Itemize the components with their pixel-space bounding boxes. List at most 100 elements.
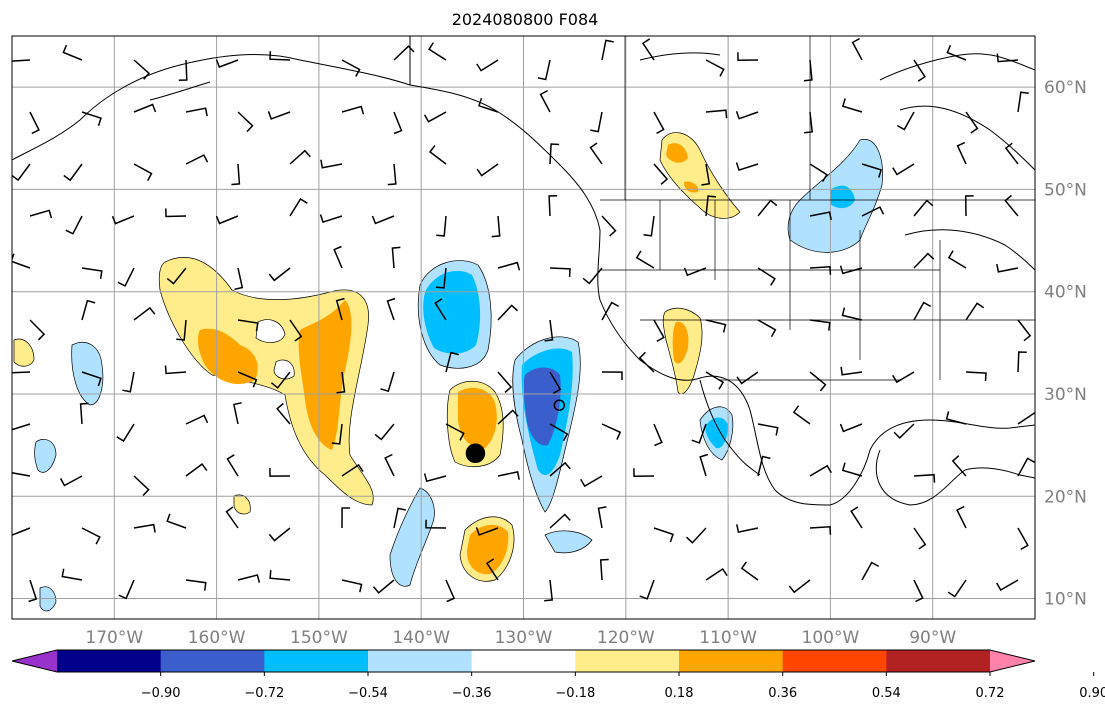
colorbar-label-9: 0.90 (1079, 686, 1105, 701)
map-plot-area (12, 36, 1035, 619)
colorbar-segment-4 (471, 650, 576, 672)
wind-barb-166 (341, 463, 364, 477)
lat-label-1: 20°N (1044, 487, 1087, 507)
negative-anomaly-fill (34, 138, 883, 612)
wind-barb-42 (133, 163, 153, 181)
wind-barb-23 (185, 107, 208, 117)
wind-barb-112 (653, 319, 665, 343)
wind-barb-28 (423, 111, 447, 123)
wind-barb-177 (913, 473, 936, 483)
wind-barb-32 (653, 111, 665, 135)
wind-barb-140 (12, 423, 31, 431)
wind-barb-10 (537, 59, 551, 81)
wind-barb-180 (12, 527, 31, 536)
wind-barb-33 (705, 109, 728, 119)
wind-barb-137 (892, 371, 915, 384)
wind-barb-40 (12, 163, 31, 182)
lon-label-8: 90°W (909, 628, 956, 648)
wind-barb-215 (788, 579, 811, 594)
colorbar-label-3: −0.36 (452, 686, 492, 701)
wind-barb-25 (267, 111, 291, 120)
wind-barb-88 (435, 267, 447, 289)
wind-barb-118 (965, 302, 985, 321)
wind-barb-179 (1017, 457, 1035, 477)
wind-barb-81 (81, 267, 103, 280)
wind-barb-100 (29, 319, 46, 341)
wind-barb-152 (653, 423, 663, 447)
wind-barb-198 (956, 505, 967, 529)
wind-barb-3 (178, 59, 188, 82)
wind-barb-76 (861, 206, 885, 217)
wind-barb-163 (185, 463, 208, 477)
wind-barb-122 (122, 371, 135, 393)
lat-label-0: 10°N (1044, 590, 1087, 610)
map-frame (11, 35, 1036, 620)
wind-barb-84 (234, 267, 244, 291)
wind-barb-8 (428, 42, 447, 61)
wind-barb-20 (29, 111, 40, 135)
wind-barb-158 (945, 411, 967, 425)
wind-barb-170 (549, 461, 571, 477)
wind-barb-35 (804, 111, 814, 134)
wind-barb-165 (269, 468, 291, 477)
wind-barb-12 (641, 38, 655, 61)
wind-barb-46 (320, 159, 343, 169)
wind-barb-103 (176, 319, 187, 341)
wind-barb-161 (59, 475, 83, 487)
colorbar-label-1: −0.72 (244, 686, 284, 701)
wind-barb-18 (946, 44, 967, 61)
wind-barb-115 (809, 319, 831, 331)
wind-barb-127 (380, 371, 395, 393)
wind-barb-41 (63, 163, 83, 182)
wind-barb-96 (839, 265, 863, 275)
wind-barb-157 (893, 423, 915, 439)
colorbar: −0.90 −0.72 −0.54 −0.36 −0.18 0.18 0.36 0.54 0.7… (11, 649, 1105, 701)
colorbar-label-0: −0.90 (141, 686, 181, 701)
wind-barb-104 (237, 319, 259, 332)
wind-barb-37 (896, 111, 915, 131)
wind-barb-199 (1017, 527, 1029, 551)
wind-barb-154 (757, 423, 779, 436)
wind-barb-106 (335, 297, 345, 321)
wind-barb-124 (237, 371, 258, 388)
wind-barb-138 (965, 371, 987, 382)
wind-barb-123 (164, 365, 187, 375)
wind-barb-31 (590, 111, 603, 133)
wind-barb-15 (803, 59, 813, 82)
wind-barb-187 (393, 507, 407, 529)
wind-barb-27 (393, 111, 403, 135)
wind-barb-64 (215, 215, 239, 225)
wind-barb-204 (237, 574, 261, 583)
wind-barb-4 (215, 59, 239, 68)
wind-barb-7 (393, 45, 415, 61)
wind-barb-182 (133, 523, 156, 533)
wind-barb-193 (685, 527, 707, 544)
wind-barb-136 (840, 366, 863, 376)
wind-barb-65 (289, 197, 308, 217)
latitude-labels: 10°N 20°N 30°N 40°N 50°N 60°N (1044, 78, 1087, 609)
wind-barb-54 (735, 162, 759, 172)
colorbar-label-5: 0.18 (665, 686, 694, 701)
wind-barb-149 (497, 409, 519, 425)
wind-barb-58 (956, 141, 967, 165)
wind-barb-116 (841, 307, 863, 321)
wind-barb-91 (582, 267, 603, 285)
lon-label-7: 100°W (802, 628, 860, 648)
wind-barb-83 (166, 267, 187, 285)
lat-label-5: 60°N (1044, 78, 1087, 98)
wind-barb-77 (913, 199, 934, 217)
lat-label-3: 40°N (1044, 283, 1087, 303)
wind-barb-5 (269, 51, 291, 61)
wind-barb-1 (62, 44, 83, 61)
wind-barb-61 (65, 215, 83, 235)
wind-barb-190 (549, 513, 571, 529)
wind-barb-14 (737, 52, 759, 61)
wind-barb-68 (436, 215, 447, 237)
wind-barb-205 (269, 570, 291, 581)
wind-barb-111 (601, 301, 620, 321)
wind-barb-217 (913, 579, 924, 603)
wind-barb-63 (165, 208, 187, 218)
wind-barb-17 (913, 59, 926, 82)
colorbar-label-6: 0.36 (768, 686, 797, 701)
wind-barb-86 (333, 245, 343, 269)
